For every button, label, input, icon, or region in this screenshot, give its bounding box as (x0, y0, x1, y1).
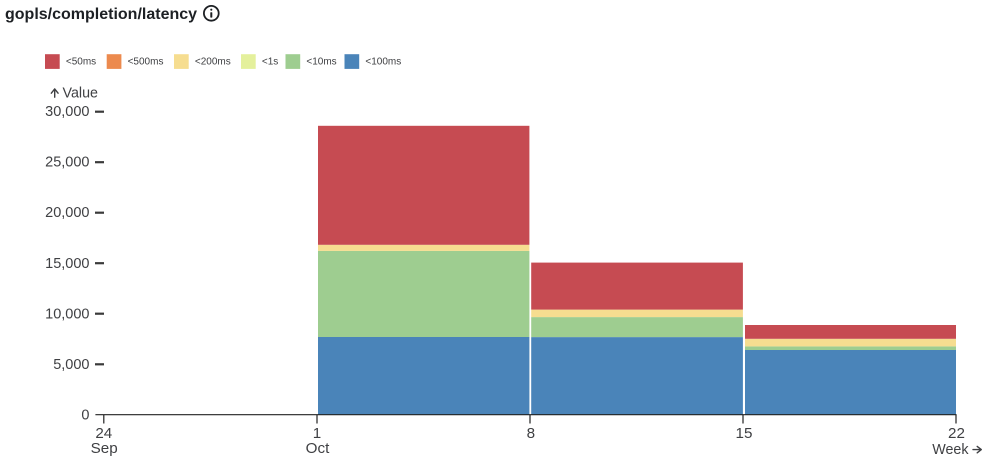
svg-text:30,000: 30,000 (45, 104, 89, 120)
svg-text:22: 22 (948, 425, 965, 442)
svg-text:Value: Value (63, 85, 99, 101)
svg-text:<100ms: <100ms (365, 57, 401, 68)
svg-text:Oct: Oct (306, 440, 330, 457)
svg-text:25,000: 25,000 (45, 155, 89, 171)
svg-text:0: 0 (81, 407, 89, 423)
svg-text:<1s: <1s (262, 57, 278, 68)
svg-text:15: 15 (736, 425, 753, 442)
svg-text:20,000: 20,000 (45, 205, 89, 221)
svg-text:24: 24 (95, 425, 112, 442)
svg-text:15,000: 15,000 (45, 256, 89, 272)
svg-text:5,000: 5,000 (53, 357, 89, 373)
svg-text:Week: Week (932, 442, 969, 458)
svg-text:10,000: 10,000 (45, 306, 89, 322)
svg-text:<200ms: <200ms (195, 57, 231, 68)
svg-text:gopls/completion/latency: gopls/completion/latency (5, 6, 197, 23)
svg-text:<500ms: <500ms (128, 57, 164, 68)
svg-text:Sep: Sep (91, 440, 118, 457)
svg-text:1: 1 (313, 425, 321, 442)
svg-text:8: 8 (527, 425, 535, 442)
svg-text:<50ms: <50ms (66, 57, 96, 68)
svg-text:<10ms: <10ms (306, 57, 336, 68)
